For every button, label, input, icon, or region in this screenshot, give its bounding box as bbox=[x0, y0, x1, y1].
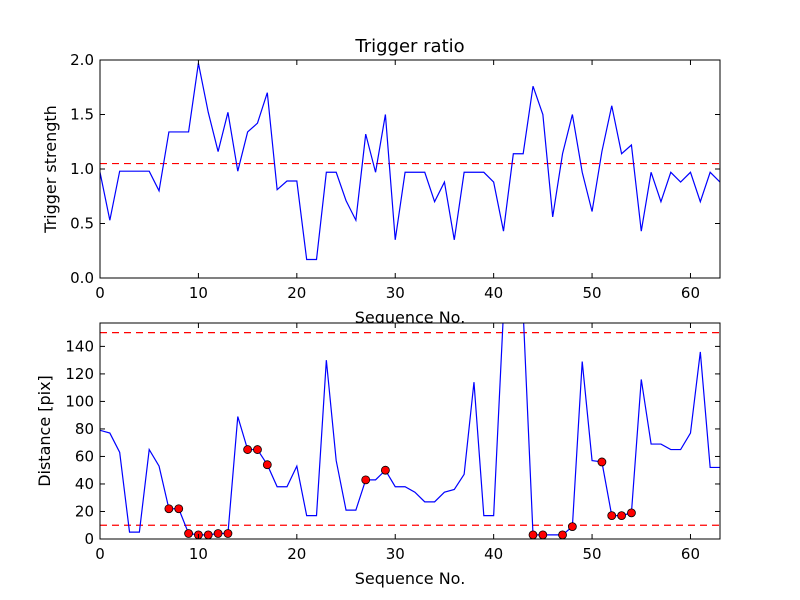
bottom-y-tick-label: 140 bbox=[65, 337, 94, 355]
top-x-axis-label: Sequence No. bbox=[355, 308, 466, 327]
bottom-marker-point bbox=[253, 445, 262, 454]
bottom-x-tick-label: 10 bbox=[189, 545, 208, 563]
bottom-marker-point bbox=[243, 445, 253, 454]
top-x-tick-label: 50 bbox=[583, 284, 602, 302]
bottom-marker-point bbox=[184, 529, 193, 538]
bottom-marker-point bbox=[203, 530, 213, 539]
bottom-plot-frame bbox=[99, 322, 721, 540]
top-y-tick-label: 1.5 bbox=[70, 106, 94, 124]
bottom-marker-point bbox=[597, 457, 607, 467]
top-series-line-0 bbox=[100, 63, 720, 261]
top-series-group bbox=[100, 63, 720, 261]
bottom-marker-point bbox=[174, 504, 184, 514]
bottom-marker-point bbox=[567, 522, 577, 532]
bottom-marker-point bbox=[164, 504, 174, 514]
bottom-x-axis-label: Sequence No. bbox=[355, 569, 466, 588]
bottom-x-tick-label: 60 bbox=[681, 545, 700, 563]
bottom-y-tick-label: 120 bbox=[65, 365, 94, 383]
bottom-marker-point bbox=[627, 508, 636, 518]
bottom-marker-point bbox=[361, 475, 371, 485]
bottom-plot-area bbox=[100, 323, 720, 539]
top-x-tick-label: 0 bbox=[95, 284, 105, 302]
bottom-x-tick-label: 0 bbox=[95, 545, 105, 563]
bottom-marker-point bbox=[617, 511, 626, 521]
bottom-y-tick-label: 80 bbox=[75, 420, 94, 438]
bottom-y-axis-ticks: 0 20 40 60 80 100 120 140 bbox=[65, 337, 720, 548]
top-y-tick-label: 2.0 bbox=[70, 51, 94, 69]
bottom-y-tick-label: 100 bbox=[65, 392, 94, 410]
distance-chart: 0 10 20 30 40 50 60 0 20 40 60 80 100 120 140 Sequenc… bbox=[35, 322, 721, 588]
top-x-tick-label: 60 bbox=[681, 284, 700, 302]
bottom-x-tick-label: 30 bbox=[386, 545, 405, 563]
bottom-marker-point bbox=[558, 530, 567, 539]
bottom-y-tick-label: 40 bbox=[75, 475, 94, 493]
bottom-threshold-lines bbox=[100, 332, 720, 526]
bottom-x-tick-label: 40 bbox=[484, 545, 503, 563]
top-y-axis-ticks: 0.0 0.5 1.0 1.5 2.0 bbox=[70, 51, 720, 287]
bottom-y-tick-label: 0 bbox=[84, 530, 94, 548]
bottom-marker-group bbox=[164, 445, 636, 539]
bottom-y-tick-label: 60 bbox=[75, 447, 94, 465]
bottom-y-axis-label: Distance [pix] bbox=[35, 375, 54, 487]
bottom-series-line-0 bbox=[100, 323, 720, 536]
bottom-marker-point bbox=[528, 530, 538, 539]
top-x-tick-label: 20 bbox=[287, 284, 306, 302]
bottom-series-group bbox=[100, 323, 720, 536]
bottom-marker-point bbox=[262, 460, 272, 470]
bottom-x-tick-label: 20 bbox=[287, 545, 306, 563]
top-x-tick-label: 10 bbox=[189, 284, 208, 302]
top-chart-title: Trigger ratio bbox=[354, 36, 464, 57]
bottom-y-tick-label: 20 bbox=[75, 502, 94, 520]
top-plot-area bbox=[100, 60, 720, 278]
bottom-marker-point bbox=[538, 530, 548, 539]
top-y-tick-label: 0.5 bbox=[70, 215, 94, 233]
bottom-marker-point bbox=[607, 511, 617, 521]
top-x-tick-label: 30 bbox=[386, 284, 405, 302]
top-y-tick-label: 1.0 bbox=[70, 160, 94, 178]
bottom-marker-point bbox=[223, 529, 233, 538]
top-y-axis-label: Trigger strength bbox=[41, 105, 60, 234]
bottom-x-axis-ticks: 0 10 20 30 40 50 60 bbox=[95, 323, 700, 563]
bottom-marker-point bbox=[380, 465, 390, 475]
top-x-axis-ticks: 0 10 20 30 40 50 60 bbox=[95, 60, 700, 302]
top-x-tick-label: 40 bbox=[484, 284, 503, 302]
top-y-tick-label: 0.0 bbox=[70, 269, 94, 287]
trigger-ratio-chart: Trigger ratio 0 10 20 30 40 50 60 0.0 0.5 1.0 1.5… bbox=[41, 36, 721, 327]
bottom-marker-point bbox=[213, 529, 223, 538]
bottom-x-tick-label: 50 bbox=[583, 545, 602, 563]
